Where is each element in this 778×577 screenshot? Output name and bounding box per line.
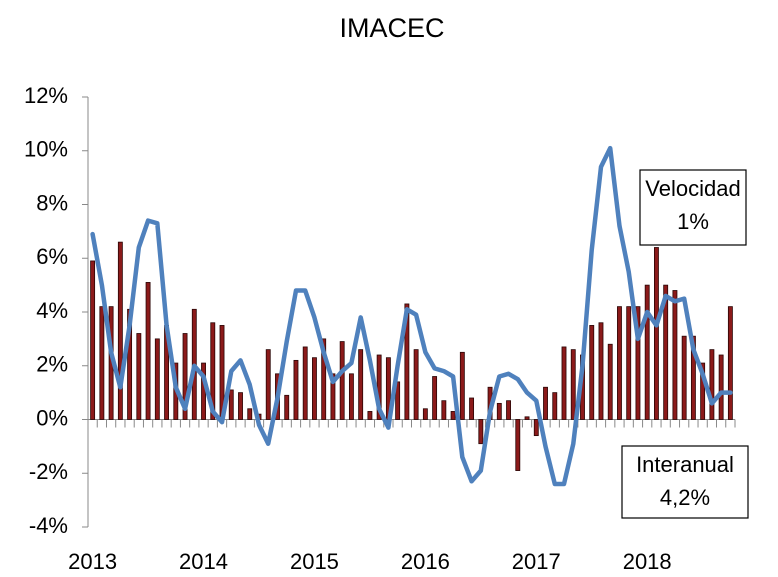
bar xyxy=(570,349,576,420)
bar xyxy=(543,386,548,420)
x-tick-label: 2016 xyxy=(401,549,450,574)
bar xyxy=(496,402,502,420)
bar xyxy=(663,284,669,420)
bar xyxy=(99,306,105,420)
bar xyxy=(524,416,530,420)
annotation-box xyxy=(639,169,747,246)
bar xyxy=(136,333,142,420)
x-tick-label: 2013 xyxy=(68,549,117,574)
bar xyxy=(367,411,373,420)
bar xyxy=(607,343,613,420)
bar xyxy=(709,349,715,420)
bar xyxy=(210,322,216,420)
bar xyxy=(515,419,521,471)
bar xyxy=(265,349,271,420)
bar xyxy=(330,373,336,420)
y-tick-label: -2% xyxy=(29,459,68,484)
bar xyxy=(358,349,364,420)
bar xyxy=(533,419,539,437)
bar xyxy=(552,392,558,420)
bar xyxy=(154,338,160,420)
bar xyxy=(681,335,687,420)
bar xyxy=(348,373,354,420)
bar xyxy=(182,333,188,420)
bar xyxy=(145,282,151,420)
y-tick-label: 4% xyxy=(36,298,68,323)
bar xyxy=(469,397,475,420)
annotation-text: 1% xyxy=(677,209,709,234)
bar xyxy=(644,284,650,420)
bar xyxy=(90,260,96,420)
annotation-text: 4,2% xyxy=(660,485,710,510)
bar xyxy=(561,346,567,420)
bar xyxy=(441,400,447,420)
bar xyxy=(117,241,123,420)
bar xyxy=(727,306,733,420)
x-tick-label: 2017 xyxy=(512,549,561,574)
y-tick-label: -4% xyxy=(29,513,68,538)
bar xyxy=(395,381,401,420)
bar xyxy=(284,394,290,420)
x-tick-label: 2015 xyxy=(290,549,339,574)
y-tick-label: 0% xyxy=(36,405,68,430)
bar xyxy=(422,408,428,420)
bar xyxy=(238,392,243,420)
bar xyxy=(626,306,632,420)
bar xyxy=(598,322,604,420)
chart-title: IMACEC xyxy=(339,13,444,43)
bar xyxy=(293,359,299,420)
annotation-text: Velocidad xyxy=(645,176,740,201)
y-tick-label: 12% xyxy=(24,83,68,108)
x-tick-label: 2014 xyxy=(179,549,228,574)
bar xyxy=(635,306,641,420)
bar xyxy=(302,346,308,420)
annotation-box xyxy=(621,445,749,519)
y-tick-label: 2% xyxy=(36,352,68,377)
bar xyxy=(700,362,706,420)
bar xyxy=(432,376,438,420)
bar xyxy=(339,341,345,420)
bar xyxy=(718,354,724,420)
bar xyxy=(459,351,465,420)
bar xyxy=(247,408,253,420)
y-tick-label: 8% xyxy=(36,190,68,215)
bar xyxy=(228,389,234,420)
bar xyxy=(404,303,410,420)
bar xyxy=(690,335,696,420)
line xyxy=(90,145,733,487)
y-tick-label: 10% xyxy=(24,137,68,162)
x-tick-label: 2018 xyxy=(623,549,672,574)
bar xyxy=(413,349,419,420)
bar xyxy=(450,411,456,420)
bar xyxy=(617,306,622,420)
bar xyxy=(589,325,595,420)
bar xyxy=(672,290,678,420)
bar xyxy=(654,247,659,420)
bar xyxy=(312,357,317,420)
bar xyxy=(478,419,484,445)
bar xyxy=(506,400,511,420)
bar xyxy=(321,338,327,420)
annotation-text: Interanual xyxy=(636,452,734,477)
y-tick-label: 6% xyxy=(36,244,68,269)
